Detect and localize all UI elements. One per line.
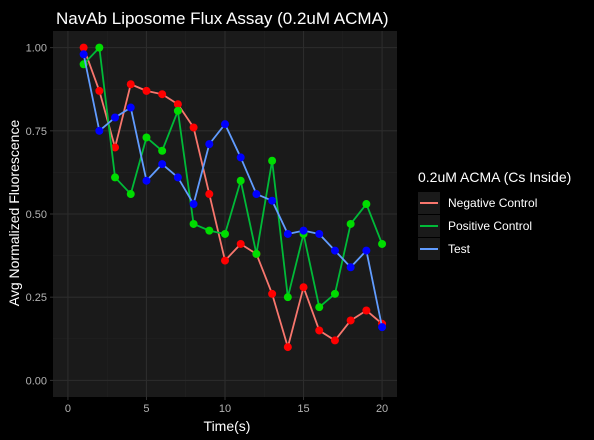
series-test [79, 50, 387, 332]
data-point-positive-control [252, 249, 261, 258]
data-point-positive-control [268, 156, 277, 165]
data-point-positive-control [236, 176, 245, 185]
data-point-test [189, 200, 198, 209]
data-point-negative-control [189, 123, 198, 132]
data-point-negative-control [111, 143, 120, 152]
data-point-positive-control [205, 226, 214, 235]
data-point-negative-control [95, 86, 104, 95]
data-point-negative-control [268, 289, 277, 298]
data-point-negative-control [79, 43, 88, 52]
y-tick-label: 0.25 [26, 292, 47, 304]
legend-label: Test [448, 242, 471, 256]
data-point-negative-control [236, 239, 245, 248]
data-point-test [79, 50, 88, 59]
data-point-test [221, 120, 229, 129]
data-point-test [346, 263, 355, 272]
data-point-test [111, 113, 120, 122]
data-point-test [362, 246, 371, 255]
x-tick-label: 15 [297, 403, 309, 415]
data-point-negative-control [173, 100, 182, 109]
data-point-positive-control [173, 106, 182, 115]
x-tick-label: 20 [376, 403, 388, 415]
y-tick-label: 1.00 [26, 43, 47, 55]
y-axis-title: Avg Normalized Fluorescence [6, 120, 22, 307]
x-axis-ticks: 0 5 10 15 20 [65, 397, 388, 415]
data-point-negative-control [158, 90, 167, 99]
data-point-test [252, 190, 261, 199]
y-tick-label: 0.50 [26, 209, 47, 221]
data-point-negative-control [346, 316, 355, 325]
data-point-positive-control [111, 173, 120, 182]
data-point-test [95, 126, 104, 135]
data-point-positive-control [330, 289, 339, 298]
y-axis-ticks: 0.00 0.25 0.50 0.75 1.00 [26, 43, 53, 387]
legend-item-test: Test [418, 238, 471, 260]
data-point-test [299, 226, 308, 235]
legend-item-positive-control: Positive Control [418, 215, 532, 237]
chart-title: NavAb Liposome Flux Assay (0.2uM ACMA) [56, 9, 389, 28]
legend-item-negative-control: Negative Control [418, 192, 537, 214]
legend-title: 0.2uM ACMA (Cs Inside) [418, 169, 571, 185]
data-point-test [330, 246, 339, 255]
data-point-negative-control [299, 283, 308, 292]
y-tick-label: 0.00 [26, 375, 47, 387]
data-point-test [378, 323, 387, 332]
legend-label: Negative Control [448, 196, 537, 210]
y-tick-label: 0.75 [26, 126, 47, 138]
data-point-negative-control [330, 336, 339, 345]
data-point-test [158, 160, 167, 169]
legend-items: Negative Control Positive Control Test [418, 192, 537, 260]
data-point-negative-control [221, 256, 229, 265]
data-point-test [315, 229, 324, 238]
data-point-negative-control [283, 343, 292, 352]
data-point-positive-control [362, 200, 371, 209]
data-point-test [205, 140, 214, 149]
data-point-positive-control [221, 229, 229, 238]
data-point-test [173, 173, 182, 182]
data-point-negative-control [142, 86, 151, 95]
data-point-test [268, 196, 277, 205]
data-point-positive-control [158, 146, 167, 155]
data-point-positive-control [378, 239, 387, 248]
major-gridlines [53, 31, 397, 397]
data-point-negative-control [362, 306, 371, 315]
data-point-positive-control [95, 43, 104, 52]
x-tick-label: 10 [219, 403, 231, 415]
series-layer [79, 43, 387, 352]
data-point-negative-control [315, 326, 324, 335]
data-point-test [142, 176, 151, 185]
data-point-test [283, 229, 292, 238]
data-point-positive-control [189, 219, 198, 228]
data-point-negative-control [205, 190, 214, 199]
data-point-positive-control [346, 219, 355, 228]
data-point-test [126, 103, 135, 112]
data-point-positive-control [126, 190, 135, 199]
legend: 0.2uM ACMA (Cs Inside) Negative Control P… [418, 169, 571, 260]
data-point-negative-control [126, 80, 135, 89]
data-point-positive-control [283, 293, 292, 302]
data-point-test [236, 153, 245, 162]
x-axis-title: Time(s) [204, 418, 251, 434]
x-tick-label: 0 [65, 403, 71, 415]
x-tick-label: 5 [143, 403, 149, 415]
legend-label: Positive Control [448, 219, 532, 233]
data-point-positive-control [142, 133, 151, 142]
data-point-positive-control [315, 303, 324, 312]
